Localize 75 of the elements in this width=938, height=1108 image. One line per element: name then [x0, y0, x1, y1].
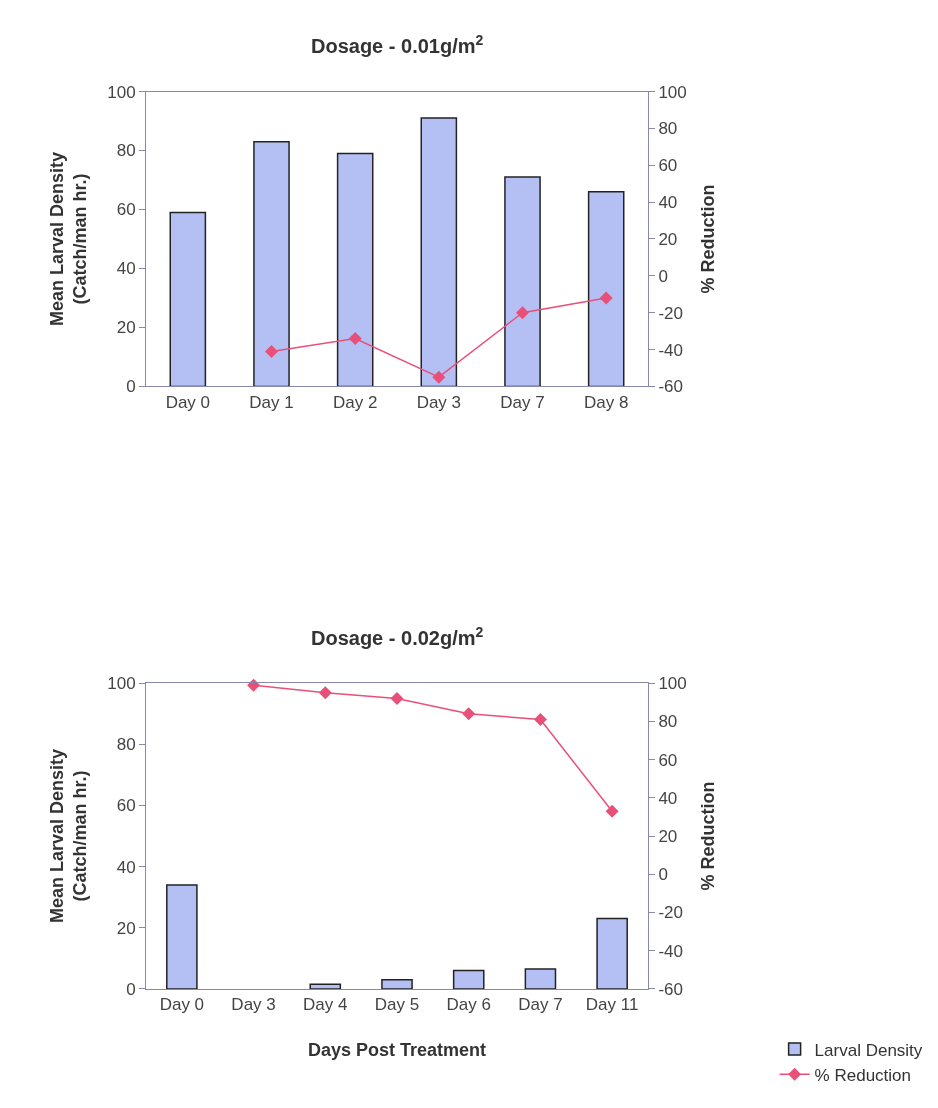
y-tick-label: 60 — [116, 796, 136, 816]
y-tick-label: 60 — [116, 200, 136, 220]
x-tick-label: Day 2 — [332, 392, 378, 412]
y-axis-title: Mean Larval Density (Catch/man hr.) — [47, 749, 91, 924]
y2-tick-label: 20 — [658, 229, 678, 249]
y-tick-label: 80 — [116, 735, 136, 755]
y2-tick-label: 40 — [658, 788, 678, 808]
y2-tick-label: 80 — [658, 119, 678, 139]
y2-tick-label: -20 — [658, 903, 683, 923]
point — [265, 344, 278, 358]
y2-tick-label: -60 — [658, 377, 683, 397]
y2-tick-label: 20 — [658, 827, 678, 847]
y-tick-label: 0 — [126, 377, 136, 397]
legend-label: Larval Density — [814, 1040, 923, 1060]
point — [318, 686, 332, 700]
y-axis-title: Mean Larval Density (Catch/man hr.) — [47, 151, 91, 327]
point — [390, 692, 404, 706]
x-tick-label: Day 4 — [303, 995, 348, 1015]
point — [462, 707, 476, 721]
y2-axis-title: % Reduction — [697, 184, 718, 294]
x-tick-label: Day 7 — [518, 995, 563, 1015]
bar — [253, 140, 290, 387]
y2-tick-label: 100 — [658, 82, 687, 102]
point — [533, 713, 547, 727]
x-tick-label: Day 8 — [583, 392, 629, 412]
y-tick-label: 40 — [116, 857, 136, 877]
point — [599, 291, 613, 305]
y-tick-label: 40 — [116, 259, 136, 279]
x-tick-label: Day 5 — [374, 995, 420, 1015]
y2-tick-label: 0 — [658, 865, 668, 885]
bar — [524, 968, 557, 989]
point — [432, 370, 446, 384]
bar — [166, 884, 198, 989]
y2-axis-title: % Reduction — [697, 781, 718, 891]
y2-tick-label: -40 — [658, 941, 683, 961]
bar — [452, 969, 485, 989]
bar — [309, 983, 342, 989]
y2-tick-label: 80 — [658, 712, 678, 732]
y2-tick-label: 40 — [658, 193, 678, 213]
x-tick-label: Day 3 — [416, 392, 462, 412]
x-tick-label: Day 7 — [500, 392, 545, 412]
y2-tick-label: 100 — [658, 674, 687, 694]
y-tick-label: 80 — [116, 141, 136, 161]
y-tick-label: 20 — [116, 918, 136, 938]
y-tick-label: 0 — [126, 979, 136, 999]
bar — [381, 978, 413, 989]
x-tick-label: Day 0 — [165, 392, 211, 412]
y2-tick-label: 60 — [658, 750, 678, 770]
point — [348, 332, 362, 345]
y2-tick-label: 60 — [658, 156, 678, 176]
x-tick-label: Day 0 — [159, 995, 205, 1015]
y2-tick-label: -60 — [658, 979, 683, 999]
legend-label: % Reduction — [814, 1065, 912, 1085]
bar — [420, 117, 458, 387]
x-tick-label: Day 3 — [231, 995, 276, 1015]
bar — [336, 152, 374, 387]
point — [247, 678, 261, 692]
x-axis-title: Days Post Treatment — [307, 1040, 487, 1061]
bar — [169, 211, 207, 387]
y-tick-label: 20 — [116, 318, 136, 338]
bar — [504, 176, 541, 387]
point — [516, 306, 529, 320]
chart-title: Dosage - 0.01g/m$^{2}$ — [311, 32, 484, 58]
bar — [587, 191, 625, 387]
y-tick-label: 100 — [107, 674, 136, 694]
x-tick-label: Day 11 — [585, 995, 639, 1015]
y2-tick-label: 0 — [658, 266, 668, 286]
y2-tick-label: -40 — [658, 340, 683, 360]
x-tick-label: Day 6 — [446, 995, 491, 1015]
y2-tick-label: -20 — [658, 303, 683, 323]
chart-title: Dosage - 0.02g/m$^{2}$ — [311, 624, 484, 650]
x-tick-label: Day 1 — [249, 392, 294, 412]
bar — [596, 917, 628, 989]
point — [605, 804, 619, 818]
y-tick-label: 100 — [107, 82, 136, 102]
